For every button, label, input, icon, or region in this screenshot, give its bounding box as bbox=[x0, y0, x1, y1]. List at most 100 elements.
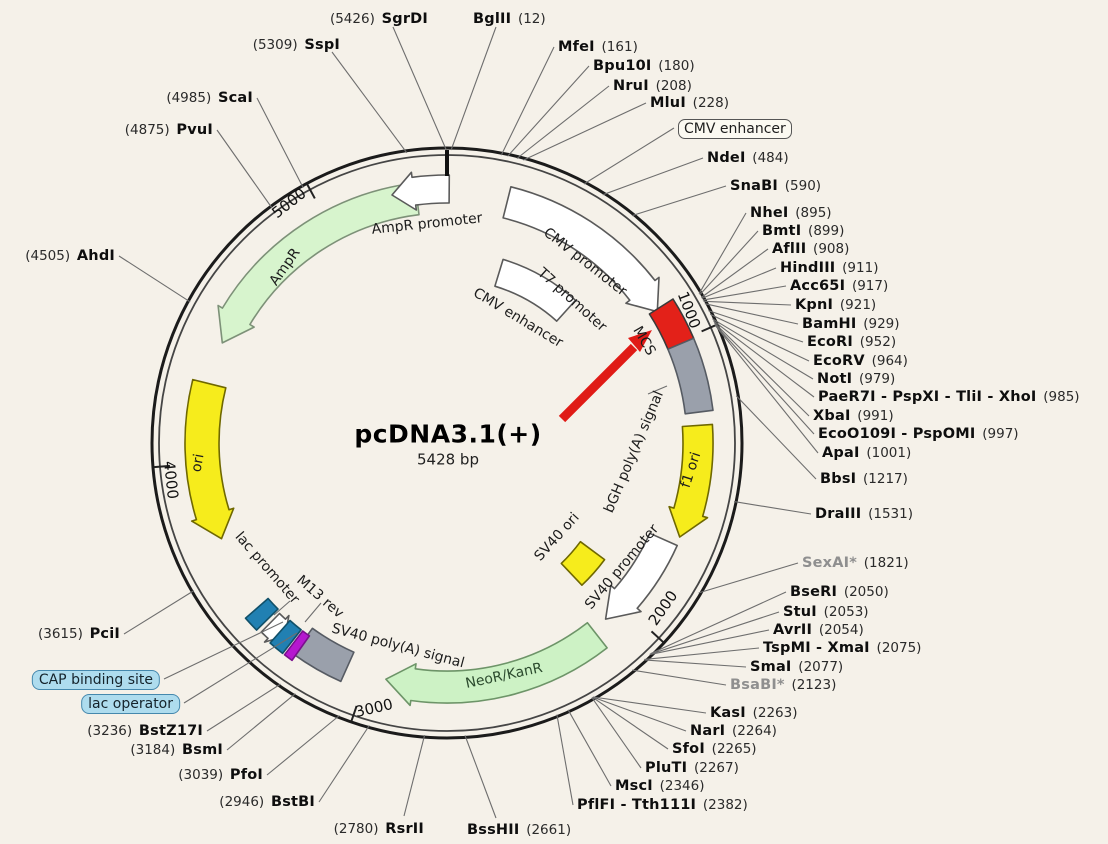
site-label-snabi: SnaBI (590) bbox=[730, 178, 822, 194]
site-label-ecorv: EcoRV (964) bbox=[813, 353, 908, 369]
feature-label-sv40-promoter: SV40 promoter bbox=[581, 521, 663, 613]
plasmid-backbone-outer bbox=[150, 146, 744, 740]
site-label-cmv-enhancer: CMV enhancer bbox=[678, 119, 792, 139]
leader-bsabi bbox=[632, 669, 727, 686]
leader-bglii bbox=[450, 26, 497, 151]
site-label-stui: StuI (2053) bbox=[783, 604, 869, 620]
leader-bseri bbox=[650, 591, 787, 655]
feature-label-cmv-enhancer: CMV enhancer bbox=[470, 284, 566, 352]
site-label-pvui: (4875) PvuI bbox=[124, 122, 213, 138]
tick-mark-4000 bbox=[153, 464, 171, 469]
site-label-apai: ApaI (1001) bbox=[822, 445, 912, 461]
leader-kasi bbox=[593, 696, 707, 714]
leader-aflii bbox=[700, 248, 769, 298]
leader-paer7i-pspxi-tlii-xhoi bbox=[712, 320, 815, 398]
feature-lac-teal-1 bbox=[244, 597, 279, 631]
leader-apai bbox=[715, 325, 819, 454]
leader-avrii bbox=[649, 629, 770, 656]
tick-label-1000: 1000 bbox=[673, 288, 705, 332]
tick-mark-1000 bbox=[701, 324, 717, 333]
mcs-pointer-arrow-shaft bbox=[558, 343, 638, 423]
leader-draiii bbox=[734, 501, 812, 515]
leader-msci bbox=[567, 709, 612, 787]
site-label-hindiii: HindIII (911) bbox=[780, 260, 879, 276]
leader-bamhi bbox=[704, 303, 799, 325]
site-label-ecoo109i-pspomi: EcoO109I - PspOMI (997) bbox=[818, 426, 1019, 442]
feature-label-mcs: MCS bbox=[629, 323, 659, 359]
site-label-bsabi: BsaBI* (2123) bbox=[730, 677, 837, 693]
leader-rsrii bbox=[403, 734, 426, 817]
feature-label-neor-kanr: NeoR/KanR bbox=[464, 660, 544, 692]
leader-acc65i bbox=[702, 285, 787, 301]
leader-pfoi bbox=[266, 715, 340, 776]
site-label-cap-binding-site: CAP binding site bbox=[31, 670, 160, 690]
site-label-paer7i-pspxi-tlii-xhoi: PaeR7I - PspXI - TliI - XhoI (985) bbox=[818, 389, 1080, 405]
feature-label-ampr-promoter: AmpR promoter bbox=[370, 210, 484, 238]
leader-ahdi bbox=[118, 255, 191, 303]
site-label-bstbi: (2946) BstBI bbox=[219, 794, 315, 810]
connector-line-0 bbox=[647, 385, 668, 395]
leader-mlui bbox=[523, 102, 647, 161]
leader-nhei bbox=[698, 212, 747, 294]
leader-bsshii bbox=[464, 735, 497, 819]
leader-bpu10i bbox=[507, 65, 590, 157]
feature-neor-kanr bbox=[385, 621, 608, 707]
leader-nari bbox=[592, 696, 687, 732]
leader-pflfi-tth111i bbox=[556, 714, 574, 806]
site-label-acc65i: Acc65I (917) bbox=[790, 278, 889, 294]
leader-noti bbox=[712, 318, 814, 380]
leader-bbsi bbox=[735, 395, 817, 480]
site-label-ecori: EcoRI (952) bbox=[807, 334, 897, 350]
site-label-smai: SmaI (2077) bbox=[750, 659, 844, 675]
site-label-xbai: XbaI (991) bbox=[813, 408, 894, 424]
feature-ampr-promoter-arrow bbox=[391, 171, 451, 211]
feature-label-ampr: AmpR bbox=[266, 245, 304, 289]
feature-lac-purple bbox=[283, 630, 311, 662]
feature-label-sv40-poly-a-signal: SV40 poly(A) signal bbox=[329, 620, 467, 672]
leader-scai bbox=[256, 97, 304, 188]
feature-cmv-promoter-t7-arrow bbox=[502, 186, 660, 313]
plasmid-title: pcDNA3.1(+) 5428 bp bbox=[354, 420, 541, 469]
leader-kpni bbox=[703, 300, 792, 306]
site-label-pcii: (3615) PciI bbox=[37, 626, 120, 642]
feature-sv40-ori bbox=[560, 540, 606, 586]
feature-sv40-promoter bbox=[604, 532, 678, 620]
site-label-bsmi: (3184) BsmI bbox=[130, 742, 223, 758]
site-label-avrii: AvrII (2054) bbox=[773, 622, 864, 638]
leader-mfei bbox=[500, 46, 555, 156]
site-label-ahdi: (4505) AhdI bbox=[25, 248, 115, 264]
feature-label-sv40-ori: SV40 ori bbox=[531, 509, 583, 565]
feature-ori bbox=[184, 378, 235, 540]
feature-f1-ori bbox=[668, 423, 714, 538]
site-label-nhei: NheI (895) bbox=[750, 205, 832, 221]
site-label-mlui: MluI (228) bbox=[650, 95, 729, 111]
site-label-sexai: SexAI* (1821) bbox=[802, 555, 909, 571]
mcs-pointer-arrow-head bbox=[628, 330, 652, 352]
site-label-aflii: AflII (908) bbox=[772, 241, 850, 257]
site-label-bstz17i: (3236) BstZ17I bbox=[87, 723, 203, 739]
site-label-bpu10i: Bpu10I (180) bbox=[593, 58, 695, 74]
site-label-nari: NarI (2264) bbox=[690, 723, 777, 739]
site-label-kasi: KasI (2263) bbox=[710, 705, 798, 721]
site-label-bseri: BseRI (2050) bbox=[790, 584, 889, 600]
tick-mark-2000 bbox=[650, 630, 664, 643]
leader-hindiii bbox=[701, 267, 777, 299]
site-label-noti: NotI (979) bbox=[817, 371, 896, 387]
leader-cap-binding-site bbox=[163, 621, 284, 680]
plasmid-name: pcDNA3.1(+) bbox=[354, 419, 542, 449]
leader-ecori bbox=[708, 310, 804, 343]
leader-smai bbox=[643, 659, 747, 668]
leader-sexai bbox=[698, 562, 799, 594]
leader-bstbi bbox=[318, 725, 370, 803]
feature-ampr bbox=[217, 182, 420, 344]
leader-ecorv bbox=[709, 313, 810, 362]
site-label-bbsi: BbsI (1217) bbox=[820, 471, 908, 487]
site-label-pflfi-tth111i: PflFI - Tth111I (2382) bbox=[577, 797, 748, 813]
leader-bstz17i bbox=[206, 683, 281, 732]
tick-label-5000: 5000 bbox=[268, 184, 310, 222]
feature-label-lac-promoter: lac promoter bbox=[231, 528, 303, 608]
site-label-draiii: DraIII (1531) bbox=[815, 506, 913, 522]
tick-label-3000: 3000 bbox=[353, 694, 395, 722]
